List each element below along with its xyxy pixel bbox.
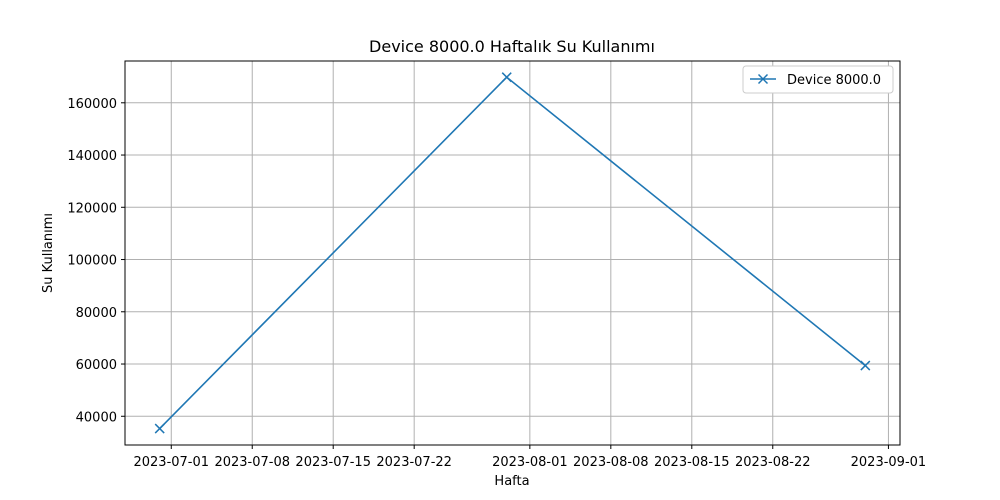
data-point-marker: [154, 423, 165, 434]
y-tick-label: 140000: [67, 149, 117, 164]
legend-label-device: Device 8000.0: [787, 73, 881, 88]
y-axis-label: Su Kullanımı: [41, 213, 56, 293]
marker-stroke: [501, 72, 512, 83]
legend-marker-device: [757, 73, 769, 85]
plot-frame: [124, 60, 901, 446]
y-tick-label: 60000: [76, 358, 117, 373]
x-tick-label: 2023-07-22: [376, 455, 452, 470]
marker-stroke: [860, 360, 871, 371]
data-point-marker: [860, 360, 871, 371]
x-tick-label: 2023-07-15: [295, 455, 371, 470]
y-tick-label: 80000: [76, 306, 117, 321]
legend-marker-stroke: [757, 73, 769, 85]
x-tick-label: 2023-08-08: [573, 455, 649, 470]
y-tick-label: 120000: [67, 201, 117, 216]
x-tick-label: 2023-08-22: [735, 455, 811, 470]
ticks: 2023-07-01 2023-07-08 2023-07-15 2023-07-22…: [67, 97, 926, 470]
legend: Device 8000.0: [742, 65, 894, 94]
grid: [125, 61, 900, 445]
y-tick-label: 160000: [67, 97, 117, 112]
x-tick-label: 2023-07-08: [214, 455, 290, 470]
marker-stroke: [154, 423, 165, 434]
series-layer: [154, 72, 871, 434]
data-point-marker: [501, 72, 512, 83]
chart-title: Device 8000.0 Haftalık Su Kullanımı: [369, 37, 655, 56]
x-tick-label: 2023-08-15: [654, 455, 730, 470]
x-tick-label: 2023-08-01: [492, 455, 568, 470]
legend-box: [742, 65, 894, 94]
y-tick-label: 100000: [67, 254, 117, 269]
x-tick-label: 2023-07-01: [133, 455, 209, 470]
x-tick-label: 2023-09-01: [851, 455, 927, 470]
x-axis-label: Hafta: [494, 474, 529, 489]
y-tick-label: 40000: [76, 410, 117, 425]
